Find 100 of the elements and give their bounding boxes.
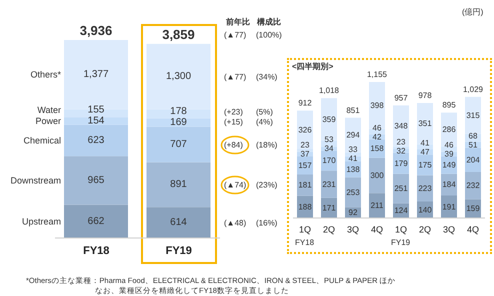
data-label: 707 xyxy=(170,139,188,150)
data-label: 51 xyxy=(468,140,478,150)
text: (23%) xyxy=(256,180,278,190)
data-label: 184 xyxy=(442,180,456,190)
data-label: 68 xyxy=(468,131,478,140)
data-label: 46 xyxy=(444,140,454,150)
x-tick-label: 1Q xyxy=(394,224,408,234)
data-label: 47 xyxy=(420,147,430,156)
x-tick-label: 2Q xyxy=(418,224,432,234)
data-label: 359 xyxy=(322,114,336,124)
data-label: 138 xyxy=(346,164,360,174)
x-tick-label: 3Q xyxy=(346,224,360,234)
data-label: 179 xyxy=(394,158,408,168)
data-label: 170 xyxy=(322,156,336,166)
text: 構成比 xyxy=(257,16,281,28)
data-label: 39 xyxy=(444,150,454,159)
data-label: 315 xyxy=(466,110,480,120)
x-tick-label: 3Q xyxy=(442,224,456,234)
data-label: 155 xyxy=(88,104,105,116)
data-label: 154 xyxy=(88,115,105,126)
bar xyxy=(146,162,210,208)
bar xyxy=(146,126,210,162)
data-label: 188 xyxy=(298,202,312,212)
data-label: 157 xyxy=(298,160,312,170)
data-label: 398 xyxy=(370,100,384,110)
data-label: 46 xyxy=(372,123,382,132)
data-label: 231 xyxy=(322,180,336,189)
data-label: 211 xyxy=(370,201,384,210)
data-label: 191 xyxy=(442,202,456,212)
total-label: 895 xyxy=(442,100,456,110)
data-label: 223 xyxy=(418,184,432,193)
bar xyxy=(64,124,128,156)
text: 前年比 xyxy=(226,16,250,28)
data-label: 662 xyxy=(88,216,105,227)
data-label: 1,300 xyxy=(166,71,192,82)
x-tick-label: 1Q xyxy=(298,224,312,234)
series-label: Power xyxy=(35,116,61,126)
total-label: 1,155 xyxy=(366,70,388,79)
data-label: 175 xyxy=(418,160,432,170)
data-label: 286 xyxy=(442,124,456,134)
x-tick-label: 2Q xyxy=(322,224,336,234)
total-label: 1,029 xyxy=(462,84,484,94)
data-label: 253 xyxy=(346,188,360,197)
text: (4%) xyxy=(256,118,273,127)
data-label: 124 xyxy=(394,206,408,216)
data-label: 32 xyxy=(396,146,406,156)
text: (16%) xyxy=(256,218,278,228)
series-label: Others* xyxy=(30,70,62,80)
data-label: 41 xyxy=(420,138,430,148)
data-label: 33 xyxy=(348,145,358,154)
total-label: 957 xyxy=(394,93,408,102)
total-label: 912 xyxy=(298,98,312,108)
data-label: 351 xyxy=(418,119,432,128)
series-label: Upstream xyxy=(22,216,61,226)
text: (34%) xyxy=(256,72,278,82)
text: (▲48) xyxy=(224,218,246,228)
data-label: 23 xyxy=(396,137,406,146)
bar xyxy=(417,154,433,176)
bar xyxy=(369,158,385,194)
data-label: 1,377 xyxy=(83,69,109,80)
data-label: 23 xyxy=(300,140,310,150)
data-label: 53 xyxy=(324,135,334,144)
data-label: 140 xyxy=(418,205,432,214)
data-label: 623 xyxy=(88,134,105,146)
total-label: 1,018 xyxy=(318,86,340,96)
text: FY18 xyxy=(295,238,314,247)
data-label: 37 xyxy=(300,149,310,158)
text: (+23) xyxy=(224,108,243,117)
text: (+84) xyxy=(224,140,243,149)
data-label: 92 xyxy=(348,208,358,218)
data-label: 171 xyxy=(322,203,336,212)
text: (億円) xyxy=(462,6,484,18)
bar xyxy=(64,156,128,205)
data-label: 42 xyxy=(372,132,382,142)
bar xyxy=(465,172,481,200)
data-label: 181 xyxy=(298,180,312,190)
data-label: 294 xyxy=(346,130,360,140)
data-label: 149 xyxy=(442,160,456,170)
data-label: 159 xyxy=(466,204,480,214)
bar xyxy=(393,174,409,204)
bar xyxy=(146,207,210,238)
data-label: 614 xyxy=(170,217,188,228)
data-label: 348 xyxy=(394,121,408,130)
text: (5%) xyxy=(256,108,273,117)
series-label: Chemical xyxy=(23,135,61,146)
data-label: 158 xyxy=(370,144,384,154)
x-tick-label: 4Q xyxy=(466,224,480,234)
text: (▲74) xyxy=(224,180,246,190)
data-label: 326 xyxy=(298,125,312,134)
total-label: 978 xyxy=(418,90,432,100)
data-label: 251 xyxy=(394,184,408,194)
data-label: 232 xyxy=(466,181,480,190)
text: (▲77) xyxy=(224,30,246,40)
series-label: Downstream xyxy=(10,175,61,186)
text: (▲77) xyxy=(224,72,246,82)
data-label: 34 xyxy=(324,144,334,154)
bar xyxy=(321,170,337,198)
text: FY19 xyxy=(391,238,410,247)
x-tick-label: 4Q xyxy=(370,224,384,234)
total-label: 3,859 xyxy=(162,26,195,42)
